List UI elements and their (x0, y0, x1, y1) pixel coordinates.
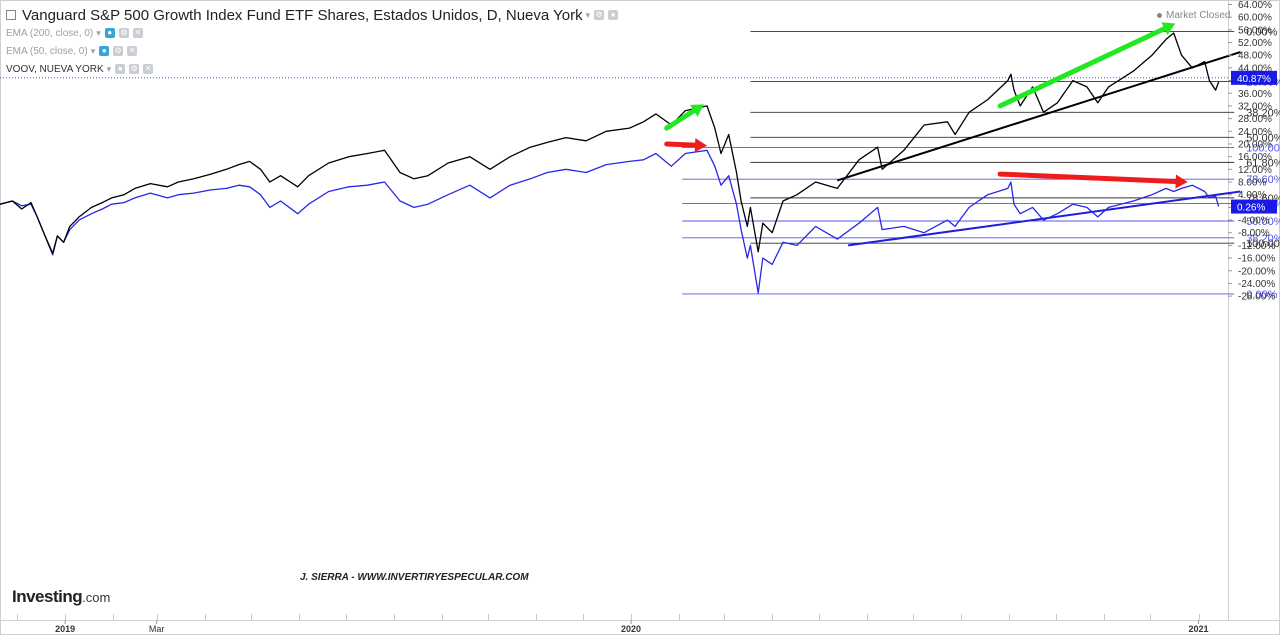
status-dot-icon (1157, 12, 1162, 18)
legend-indicator-ema200[interactable]: EMA (200, close, 0) ▾ ● ⚙ ✕ (6, 24, 618, 42)
price-tag-label: 40.87% (1237, 74, 1271, 85)
indicator-label: EMA (200, close, 0) (6, 27, 94, 39)
y-tick-label: 64.00% (1238, 0, 1272, 11)
visibility-icon[interactable]: ● (99, 46, 110, 56)
chevron-down-icon[interactable]: ▾ (96, 27, 101, 38)
market-status: Market Closed (1157, 10, 1230, 21)
arrow-shaft (997, 26, 1167, 109)
series-lines (0, 32, 1220, 294)
fib-level-label: 78.60% (1246, 174, 1280, 186)
close-icon[interactable]: ✕ (132, 28, 143, 38)
x-tick-label: 2020 (621, 624, 641, 634)
visibility-icon[interactable]: ● (104, 28, 115, 38)
x-tick-label: 2019 (55, 624, 75, 634)
arrow-head (694, 138, 708, 153)
investing-logo: Investing.com (12, 587, 110, 607)
settings-icon[interactable]: ⚙ (129, 64, 140, 74)
collapse-icon[interactable] (6, 10, 16, 20)
chart-legend: Vanguard S&P 500 Growth Index Fund ETF S… (6, 6, 619, 78)
fib-level-label: 100.00% (1246, 238, 1280, 250)
series-line (0, 149, 1220, 294)
market-status-label: Market Closed (1166, 10, 1231, 21)
legend-compare-voov[interactable]: VOOV, NUEVA YORK ▾ ● ⚙ ✕ (6, 60, 618, 78)
y-tick-label: -28.00% (1238, 292, 1275, 303)
series-line (0, 32, 1220, 254)
price-tag (1231, 199, 1277, 214)
arrow-head (1161, 22, 1176, 35)
fib-level-label: 50.00% (1246, 132, 1280, 144)
legend-title-row: Vanguard S&P 500 Growth Index Fund ETF S… (6, 6, 619, 24)
last-value-tags: 40.87% 0.26% (1231, 70, 1277, 214)
y-tick-label: 28.00% (1238, 114, 1272, 125)
y-tick-label: 52.00% (1238, 38, 1272, 49)
settings-icon[interactable]: ⚙ (594, 10, 605, 20)
chevron-down-icon[interactable]: ▾ (585, 9, 591, 20)
x-axis: 2019 Mar 2020 2021 (55, 620, 1209, 634)
y-tick-label: -24.00% (1238, 279, 1275, 290)
logo-main: Investing (12, 587, 83, 606)
y-tick-label: 48.00% (1238, 51, 1272, 62)
y-tick-label: 20.00% (1238, 139, 1272, 150)
y-tick-label: 60.00% (1238, 13, 1272, 24)
annotation-arrows[interactable] (664, 22, 1188, 189)
arrow-head (1175, 174, 1188, 189)
fib-level-label: 100.00% (1246, 142, 1280, 154)
fibonacci-retracements[interactable]: 0.00%23.60%38.20%50.00%61.80%78.60%100.0… (682, 26, 1280, 301)
y-tick-label: 24.00% (1238, 127, 1272, 138)
y-tick-label: -4.00% (1238, 216, 1270, 227)
y-tick-label: 8.00% (1238, 178, 1266, 189)
close-icon[interactable]: ✕ (127, 46, 138, 56)
fib-level-label: 38.20% (1246, 107, 1280, 119)
trendline (847, 190, 1241, 247)
y-tick-label: 12.00% (1238, 165, 1272, 176)
y-tick-label: 36.00% (1238, 89, 1272, 100)
y-tick-label: -16.00% (1238, 254, 1275, 265)
y-tick-label: -20.00% (1238, 266, 1275, 277)
fib-level-label: 61.80% (1246, 157, 1280, 169)
y-tick-label: 56.00% (1238, 25, 1272, 36)
chevron-down-icon[interactable]: ▾ (90, 45, 96, 56)
fib-level-label: 0.00% (1246, 289, 1277, 301)
settings-icon[interactable]: ⚙ (113, 46, 124, 56)
y-tick-label: -12.00% (1238, 241, 1275, 252)
trendlines[interactable] (836, 51, 1241, 247)
arrow-shaft (664, 108, 697, 131)
price-tag-label: 0.26% (1237, 203, 1265, 214)
y-tick-label: -8.00% (1238, 228, 1270, 239)
indicator-label: EMA (50, close, 0) (6, 45, 88, 57)
y-tick-label: 44.00% (1238, 63, 1272, 74)
settings-icon[interactable]: ⚙ (118, 28, 129, 38)
arrow-shaft (664, 141, 698, 148)
chevron-down-icon[interactable]: ▾ (106, 63, 112, 74)
legend-indicator-ema50[interactable]: EMA (50, close, 0) ▾ ● ⚙ ✕ (6, 42, 618, 60)
visibility-icon[interactable]: ● (608, 10, 619, 20)
y-tick-label: 32.00% (1238, 101, 1272, 112)
fib-level-label: 50.00% (1246, 216, 1280, 228)
y-tick-label: 16.00% (1238, 152, 1272, 163)
price-tag (1231, 70, 1277, 85)
vertical-grid (17, 614, 1200, 620)
x-tick-label: Mar (149, 624, 165, 634)
x-tick-label: 2021 (1189, 624, 1209, 634)
visibility-icon[interactable]: ● (115, 64, 126, 74)
arrow-shaft (997, 171, 1179, 185)
indicator-label: VOOV, NUEVA YORK (6, 63, 104, 75)
author-watermark: J. SIERRA - WWW.INVERTIRYESPECULAR.COM (300, 572, 529, 583)
logo-suffix: .com (82, 590, 111, 605)
chart-title: Vanguard S&P 500 Growth Index Fund ETF S… (22, 6, 583, 24)
y-axis: 64.00%60.00%56.00%52.00%48.00%44.00%40.0… (1228, 0, 1275, 303)
trendline (836, 51, 1241, 182)
fib-level-label: 0.00% (1246, 26, 1277, 38)
fib-level-label: 38.20% (1246, 233, 1280, 245)
close-icon[interactable]: ✕ (143, 64, 154, 74)
arrow-head (690, 104, 704, 117)
y-tick-label: 4.00% (1238, 190, 1266, 201)
